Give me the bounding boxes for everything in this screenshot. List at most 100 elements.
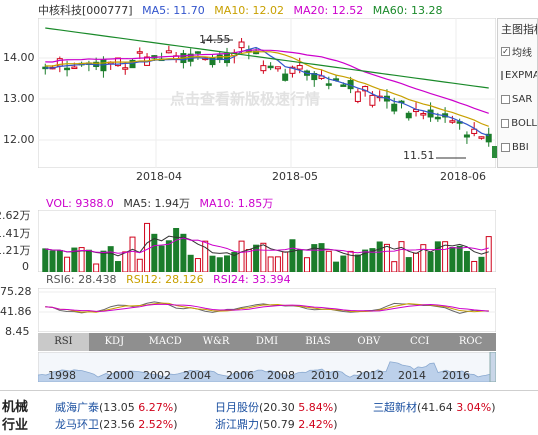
volume-bar: [180, 233, 187, 272]
candle-body: [478, 136, 485, 139]
volume-bar: [165, 240, 172, 272]
volume-bar: [238, 240, 245, 272]
volume-bar: [173, 227, 180, 272]
year-tick: 2010: [311, 369, 339, 382]
rsi24-legend: RSI24: 33.394: [213, 273, 291, 286]
volume-bar: [303, 257, 310, 272]
vol-ma5-legend: MA5: 1.94万: [123, 197, 191, 210]
year-tick: 2014: [398, 369, 426, 382]
volume-bar: [194, 258, 201, 272]
checkbox-icon: [501, 94, 510, 104]
tab-kdj[interactable]: KDJ: [104, 336, 125, 347]
tab-bias[interactable]: BIAS: [305, 336, 331, 347]
volume-bar: [485, 236, 492, 272]
volume-bar: [158, 245, 165, 272]
volume-tick: 2.62万: [0, 209, 31, 222]
peer-item[interactable]: 龙马环卫(23.56 2.52%): [55, 418, 178, 431]
volume-bar: [340, 255, 347, 272]
sidebar-option-ma[interactable]: ✓ 均线: [501, 46, 532, 59]
year-tick: 2008: [267, 369, 295, 382]
peer-item[interactable]: 日月股份(20.30 5.84%): [215, 401, 338, 414]
rsi-chart[interactable]: [38, 288, 496, 332]
candle-body: [238, 41, 245, 49]
volume-tick: 1.41万: [0, 227, 31, 240]
candle-body: [405, 112, 412, 119]
volume-bar: [107, 246, 114, 272]
ma20-legend: MA20: 12.52: [293, 4, 364, 17]
moving-average-line: [45, 46, 489, 137]
sidebar-option-boll[interactable]: BOLL: [498, 111, 537, 135]
volume-bar: [42, 248, 49, 272]
tab-rsi[interactable]: RSI: [38, 333, 89, 351]
sidebar-option-expma[interactable]: EXPMA: [498, 63, 537, 87]
tab-obv[interactable]: OBV: [357, 336, 381, 347]
candle-body: [485, 133, 492, 143]
candle-body: [122, 67, 129, 70]
ma5-legend: MA5: 11.70: [142, 4, 205, 17]
tab-wr[interactable]: W&R: [202, 336, 230, 347]
candle-body: [354, 91, 361, 102]
tab-macd[interactable]: MACD: [148, 336, 182, 347]
candle-body: [165, 50, 172, 54]
candlestick-chart[interactable]: [38, 18, 496, 168]
candle-body: [282, 73, 289, 81]
rsi12-legend: RSI12: 28.126: [126, 273, 204, 286]
industry-peers: 机械行业 威海广泰(13.05 6.27%) 日月股份(20.30 5.84%)…: [0, 390, 538, 435]
peer-item[interactable]: 威海广泰(13.05 6.27%): [55, 401, 178, 414]
volume-chart[interactable]: [38, 210, 496, 272]
date-tick: 2018-04: [136, 170, 182, 183]
sidebar-option-sar[interactable]: SAR: [498, 87, 537, 111]
year-tick: 2016: [442, 369, 470, 382]
rsi-line: [45, 302, 489, 313]
volume-bar: [245, 249, 252, 272]
volume-bar: [216, 257, 223, 272]
moving-average-line: [45, 49, 489, 114]
candle-body: [340, 84, 347, 87]
vol-ma10-legend: MA10: 1.85万: [199, 197, 274, 210]
indicator-sidebar: 主图指标 ✓均线 EXPMA SAR BOLL BBI: [497, 18, 538, 168]
chart-scroll-handle[interactable]: [492, 146, 499, 158]
moving-average-line: [45, 51, 489, 127]
vol-legend: VOL: 9388.0: [46, 197, 114, 210]
volume-bar: [71, 247, 78, 272]
rsi-tick: 75.28: [0, 285, 32, 298]
tab-cci[interactable]: CCI: [410, 336, 430, 347]
candle-body: [463, 134, 470, 138]
tab-dmi[interactable]: DMI: [255, 336, 279, 347]
timeline-navigator[interactable]: 1998 2000 2002 2004 2006 2008 2010 2012 …: [38, 352, 496, 382]
sidebar-option-bbi[interactable]: BBI: [498, 135, 537, 159]
volume-bar: [456, 245, 463, 272]
timeline-window-handle[interactable]: [489, 352, 496, 382]
volume-bar: [471, 260, 478, 272]
volume-bar: [325, 250, 332, 272]
volume-legend: VOL: 9388.0 MA5: 1.94万 MA10: 1.85万: [46, 195, 279, 211]
price-tick: 14.00: [3, 51, 35, 64]
volume-bar: [354, 254, 361, 272]
indicator-tabs: RSI KDJ MACD W&R DMI BIAS OBV CCI ROC: [38, 333, 496, 351]
rsi-tick: 41.86: [0, 305, 32, 318]
volume-tick: 1.21万: [0, 244, 31, 257]
checkbox-icon: [501, 118, 510, 128]
checkbox-icon: [501, 142, 510, 152]
volume-bar: [85, 249, 92, 272]
volume-bar: [231, 251, 238, 272]
candle-body: [391, 103, 398, 112]
year-tick: 2006: [226, 369, 254, 382]
candle-body: [471, 128, 478, 134]
date-tick: 2018-06: [440, 170, 486, 183]
candle-body: [325, 83, 332, 86]
volume-bar: [49, 250, 56, 272]
volume-bar: [347, 250, 354, 272]
volume-bar: [274, 256, 281, 272]
volume-bar: [93, 263, 100, 272]
peer-item[interactable]: 三超新材(41.64 3.04%): [373, 401, 496, 414]
peer-item[interactable]: 浙江鼎力(50.79 2.42%): [215, 418, 338, 431]
rsi6-legend: RSI6: 28.438: [46, 273, 117, 286]
tab-roc[interactable]: ROC: [458, 336, 483, 347]
volume-bar: [333, 261, 340, 272]
year-tick: 2002: [143, 369, 171, 382]
volume-bar: [449, 246, 456, 272]
volume-bar: [405, 257, 412, 272]
watermark[interactable]: 点击查看新版极速行情: [170, 90, 321, 108]
